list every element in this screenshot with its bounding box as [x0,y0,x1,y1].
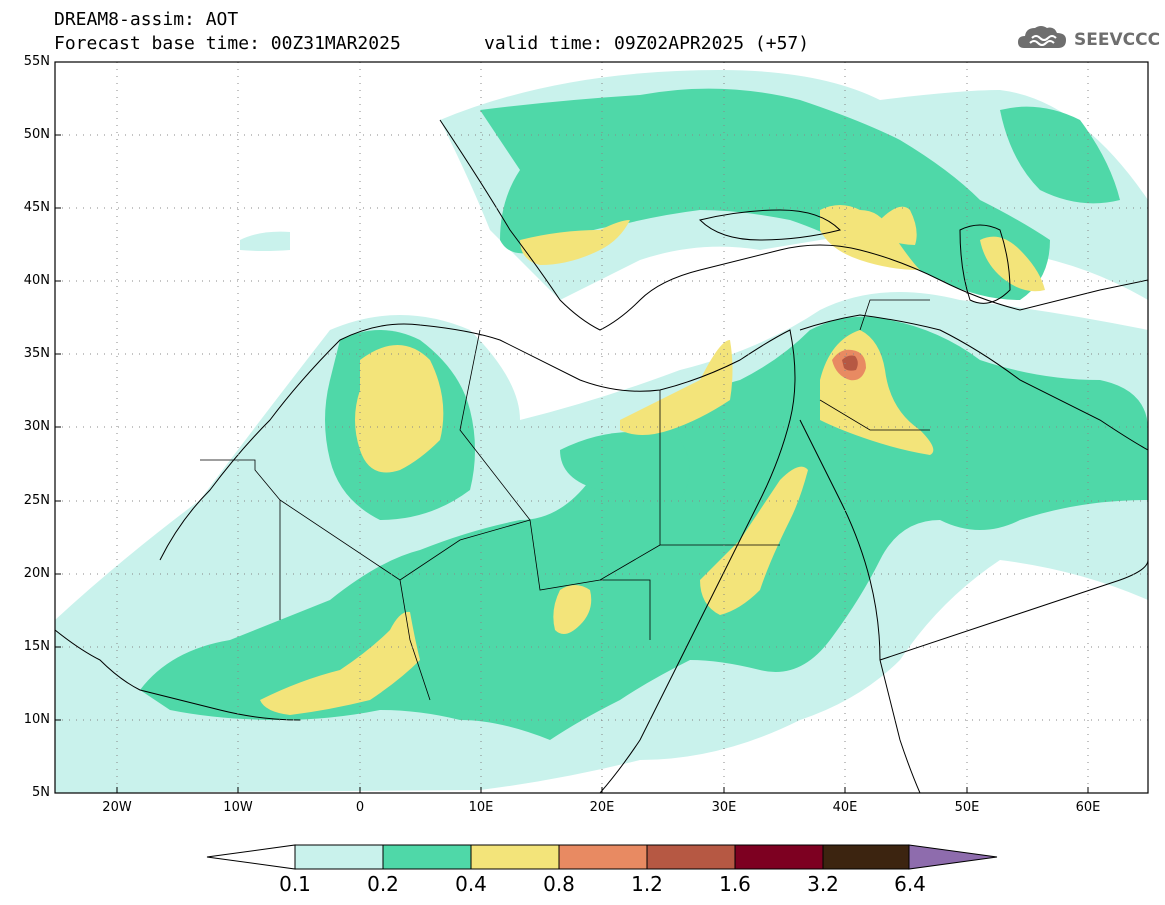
axis-ticks [55,134,1089,793]
colorbar-label: 0.1 [279,872,311,896]
colorbar-swatch-3.2 [822,844,910,870]
forecast-base-time: Forecast base time: 00Z31MAR2025 [54,33,401,54]
aot-field [55,62,1148,793]
lon-label: 0 [355,800,365,815]
colorbar-label: 1.6 [719,872,751,896]
colorbar-swatch-0.4 [470,844,560,870]
colorbar-label: 3.2 [807,872,839,896]
lat-label: 55N [23,54,50,69]
coastlines [55,119,1148,793]
lat-label: 15N [23,639,50,654]
lon-label: 20E [589,800,615,815]
colorbar-swatch-1.6 [734,844,824,870]
lat-label: 10N [23,712,50,727]
lat-label: 20N [23,566,50,581]
lat-label: 40N [23,273,50,288]
colorbar [206,844,998,870]
lat-label: 50N [23,127,50,142]
lon-label: 50E [954,800,980,815]
seevccc-logo [1016,18,1156,58]
lat-label: 45N [23,200,50,215]
colorbar-arrow-high [908,844,998,870]
colorbar-swatch-0.1 [294,844,384,870]
colorbar-swatch-1.2 [646,844,736,870]
colorbar-label: 0.2 [367,872,399,896]
cloud-icon [1018,26,1066,48]
colorbar-label: 0.8 [543,872,575,896]
colorbar-swatch-0.8 [558,844,648,870]
colorbar-label: 0.4 [455,872,487,896]
colorbar-label: 1.2 [631,872,663,896]
lon-label: 60E [1075,800,1101,815]
lon-label: 40E [832,800,858,815]
colorbar-swatch-0.2 [382,844,472,870]
aot-level-1.2 [842,355,858,371]
valid-time: valid time: 09Z02APR2025 (+57) [484,33,810,54]
lat-label: 5N [32,785,50,800]
logo-text: SEEVCCC [1074,30,1161,50]
lon-label: 30E [711,800,737,815]
graticule [55,62,1148,793]
lat-label: 35N [23,346,50,361]
aot-level-0.4 [260,205,1045,715]
lon-label: 20W [102,800,132,815]
lon-label: 10W [223,800,253,815]
colorbar-label: 6.4 [894,872,926,896]
map-title: DREAM8-assim: AOT [54,9,239,30]
lat-label: 30N [23,419,50,434]
lat-label: 25N [23,493,50,508]
lon-label: 10E [468,800,494,815]
borders [200,299,930,701]
colorbar-arrow-low [206,844,296,870]
